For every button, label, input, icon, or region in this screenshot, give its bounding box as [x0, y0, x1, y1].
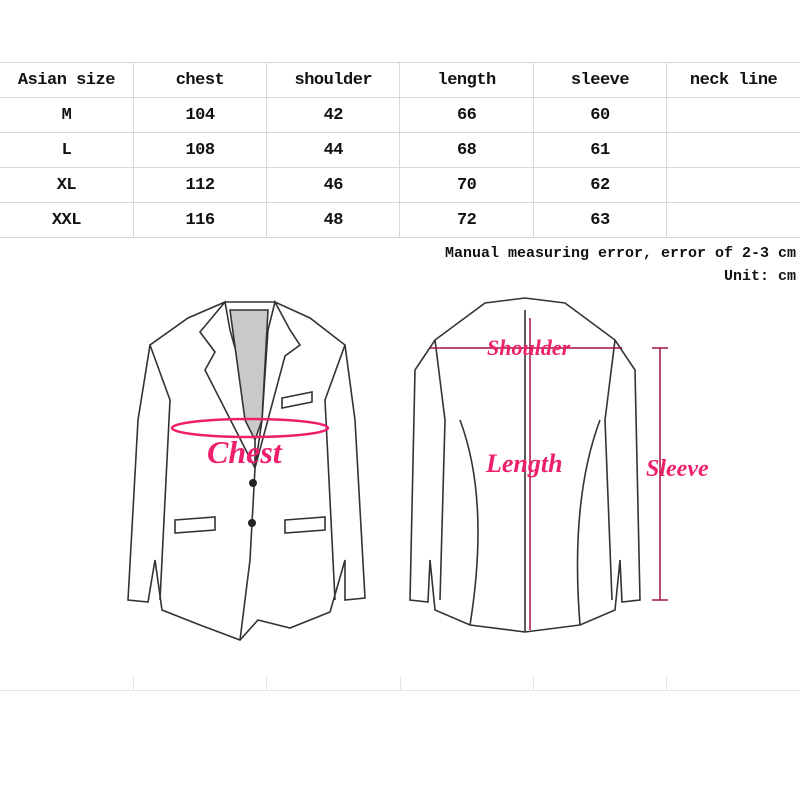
table-cell: 62 [532, 167, 668, 203]
table-cell [666, 202, 800, 238]
back-jacket-illustration [409, 297, 641, 633]
table-cell: 48 [266, 202, 401, 238]
table-header-row: Asian size chest shoulder length sleeve … [0, 62, 800, 98]
table-row: L 108 44 68 61 [0, 132, 800, 168]
length-label: Length [485, 449, 563, 478]
size-cell: M [0, 97, 134, 133]
shoulder-label: Shoulder [487, 335, 571, 360]
header-cell: Asian size [0, 62, 134, 98]
table-cell: 42 [266, 97, 401, 133]
bottom-grid-lines [0, 676, 800, 691]
button-icon [249, 479, 257, 487]
chest-measure-ellipse [170, 417, 330, 439]
table-cell: 68 [399, 132, 534, 168]
front-jacket-illustration [127, 299, 366, 641]
header-cell: shoulder [266, 62, 401, 98]
table-cell: 63 [532, 202, 668, 238]
table-cell: 108 [132, 132, 268, 168]
table-cell: 104 [132, 97, 268, 133]
table-cell [666, 97, 800, 133]
table-cell: 116 [132, 202, 268, 238]
header-cell: sleeve [532, 62, 668, 98]
chest-label: Chest [207, 434, 283, 470]
sleeve-label: Sleeve [646, 456, 709, 482]
table-cell [666, 132, 800, 168]
size-table: Asian size chest shoulder length sleeve … [0, 62, 800, 238]
size-cell: XL [0, 167, 134, 203]
table-cell [666, 167, 800, 203]
jacket-measurement-diagram: Chest Shoulder Length Sleeve [127, 297, 709, 641]
size-cell: XXL [0, 202, 134, 238]
header-cell: chest [132, 62, 268, 98]
back-measure-arrows [430, 318, 668, 630]
table-cell: 44 [266, 132, 401, 168]
table-cell: 112 [132, 167, 268, 203]
header-cell: length [399, 62, 534, 98]
table-cell: 60 [532, 97, 668, 133]
button-icon [248, 519, 256, 527]
table-cell: 70 [399, 167, 534, 203]
size-cell: L [0, 132, 134, 168]
table-row: XXL 116 48 72 63 [0, 202, 800, 238]
table-cell: 72 [399, 202, 534, 238]
measuring-error-note: Manual measuring error, error of 2-3 cm [444, 245, 796, 262]
table-cell: 46 [266, 167, 401, 203]
table-row: XL 112 46 70 62 [0, 167, 800, 203]
table-row: M 104 42 66 60 [0, 97, 800, 133]
unit-note: Unit: cm [723, 268, 796, 285]
table-cell: 66 [399, 97, 534, 133]
table-cell: 61 [532, 132, 668, 168]
header-cell: neck line [666, 62, 800, 98]
